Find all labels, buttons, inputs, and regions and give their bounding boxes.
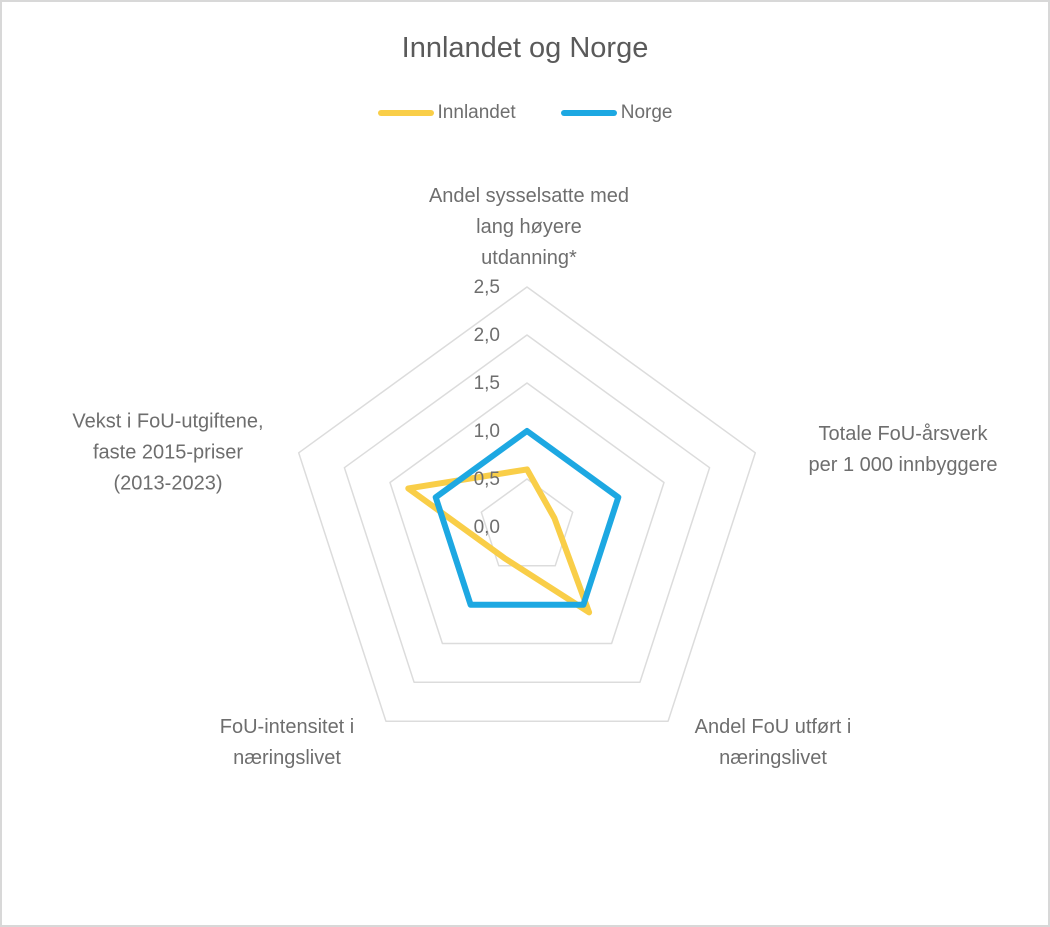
legend-swatch-innlandet-icon	[377, 110, 434, 116]
radial-tick-label: 2,5	[474, 277, 500, 298]
radial-tick-label: 1,0	[474, 421, 500, 442]
legend-item-innlandet[interactable]: Innlandet	[377, 102, 516, 124]
grid-ring-5	[297, 286, 757, 722]
axis-label-line: faste 2015-priser	[92, 441, 244, 464]
axis-label-3: FoU-intensitet i næringslivet	[220, 712, 355, 774]
axis-label-line: (2013-2023)	[113, 472, 223, 495]
grid-ring-4	[343, 334, 711, 684]
radial-tick-label: 1,5	[474, 373, 500, 394]
legend-item-norge[interactable]: Norge	[560, 102, 673, 124]
chart-title: Innlandet og Norge	[401, 32, 649, 64]
axis-label-line: næringslivet	[719, 747, 827, 769]
axis-label-line: Vekst i FoU-utgiftene,	[72, 410, 264, 433]
axis-label-2: Andel FoU utført i næringslivet	[695, 712, 852, 774]
radial-tick-label: 0,5	[474, 469, 500, 490]
legend: Innlandet Norge	[2, 102, 1048, 124]
axis-label-line: Andel sysselsatte med	[428, 185, 630, 207]
axis-label-line: per 1 000 innbyggere	[808, 454, 998, 476]
grid-ring-3	[389, 382, 665, 645]
axis-label-4: Vekst i FoU-utgiftene, faste 2015-priser (…	[72, 407, 263, 500]
series-innlandet	[405, 466, 593, 616]
series-norge	[432, 428, 622, 608]
grid-ring-1	[480, 478, 574, 567]
axis-label-1: Totale FoU-årsverk per 1 000 innbyggere	[808, 419, 997, 481]
legend-label-innlandet: Innlandet	[437, 102, 516, 123]
axis-label-line: utdanning*	[481, 247, 577, 269]
axis-label-0: Andel sysselsatte med lang høyere utdannin…	[429, 181, 629, 274]
axis-label-line: Totale FoU-årsverk	[818, 423, 988, 445]
legend-swatch-norge-icon	[560, 110, 617, 116]
axis-label-line: lang høyere	[476, 216, 582, 238]
legend-label-norge: Norge	[620, 102, 673, 123]
axis-label-line: næringslivet	[233, 747, 341, 769]
axis-label-line: FoU-intensitet i	[219, 716, 355, 738]
axis-label-line: Andel FoU utført i	[694, 716, 852, 738]
radial-tick-label: 2,0	[474, 325, 500, 346]
radial-tick-label: 0,0	[474, 517, 500, 538]
